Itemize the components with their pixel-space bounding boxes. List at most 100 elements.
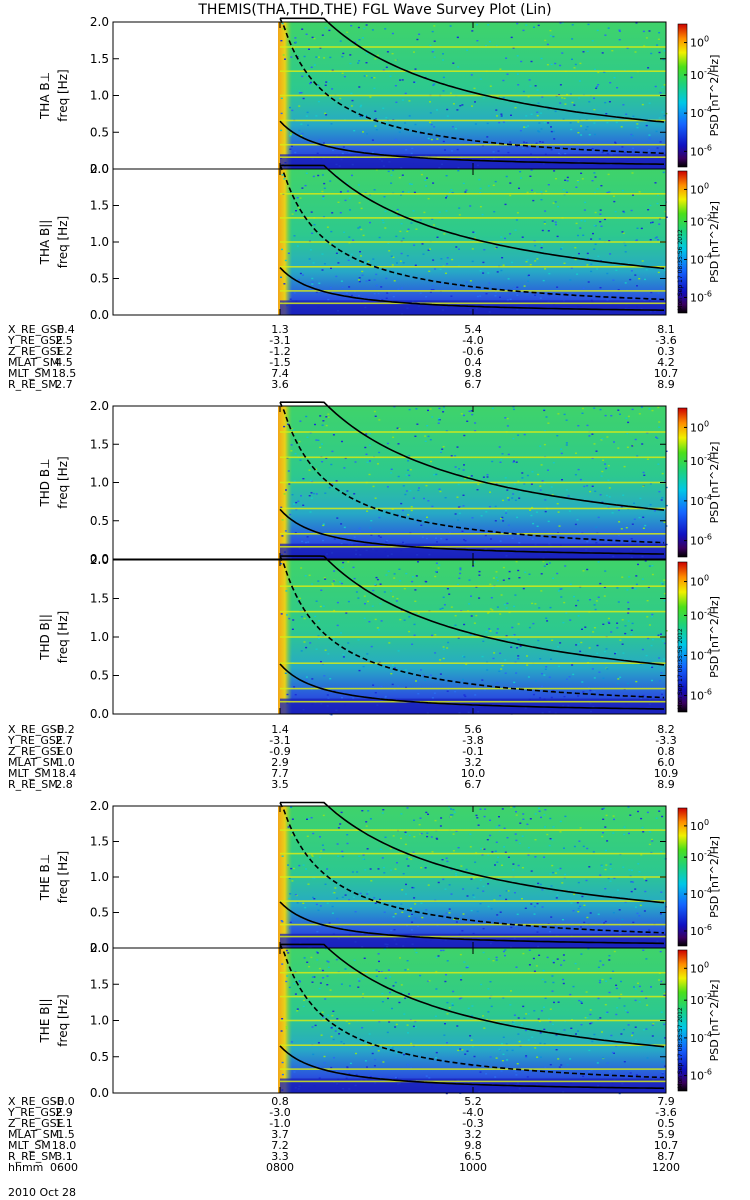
ephemeris-value: 1.3 xyxy=(271,323,289,336)
colorbar-label: PSD [nT^2/Hz] xyxy=(708,201,721,283)
y-tick-label: 0.5 xyxy=(90,669,109,683)
ephemeris-label: X_RE_GSE xyxy=(8,323,64,336)
ephemeris-value: 0.8 xyxy=(657,745,675,758)
dashed-curve xyxy=(279,944,665,1079)
colorbar-label: PSD [nT^2/Hz] xyxy=(708,980,721,1062)
ephemeris-label: MLAT_SM xyxy=(8,1128,59,1141)
solid-curve-low xyxy=(279,508,664,555)
colorbar xyxy=(677,949,688,1092)
ephemeris-value: -0.6 xyxy=(462,345,483,358)
ephemeris-value: -0.2 xyxy=(53,723,74,736)
colorbar-tick-label: 10-6 xyxy=(690,289,712,304)
ephemeris-value: 2.9 xyxy=(55,1106,73,1119)
spectrogram-panel-tha-bperp: 0.0 0.5 1.0 1.5 2.0 THA B⊥ freq [Hz] 100 10-2 10-… xyxy=(38,15,721,176)
colorbar xyxy=(677,407,688,558)
y-tick-label: 1.5 xyxy=(90,835,109,849)
date-label: 2010 Oct 28 xyxy=(8,1186,76,1199)
colorbar-tick-label: 10-4 xyxy=(690,1030,712,1045)
ephemeris-value: -0.9 xyxy=(269,745,290,758)
y-tick-label: 0.5 xyxy=(90,514,109,528)
ephemeris-value: 0600 xyxy=(50,1161,78,1174)
harmonic-line xyxy=(280,119,666,122)
ephemeris-value: 10.0 xyxy=(461,767,486,780)
ephemeris-value: 2.7 xyxy=(55,378,73,391)
colorbar-tick-label: 10-4 xyxy=(690,105,712,120)
ephemeris-value: -1.0 xyxy=(269,1117,290,1130)
ephemeris-label: Y_RE_GSE xyxy=(7,734,63,747)
ephemeris-value: 7.7 xyxy=(271,767,289,780)
ephemeris-label: hhmm xyxy=(8,1161,43,1174)
ephemeris-value: 4.2 xyxy=(657,356,675,369)
colorbar-tick-label: 10-2 xyxy=(690,453,712,468)
ephemeris-value: 2.9 xyxy=(271,756,289,769)
ephemeris-value: 5.2 xyxy=(464,1095,482,1108)
y-axis-unit: freq [Hz] xyxy=(56,611,70,663)
y-tick-label: 2.0 xyxy=(90,553,109,567)
harmonic-line xyxy=(280,829,666,831)
ephemeris-value: 0.5 xyxy=(657,1117,675,1130)
colorbar-tick-label: 10-6 xyxy=(690,1068,712,1083)
harmonic-line xyxy=(280,971,666,974)
ephemeris-value: -1.2 xyxy=(269,345,290,358)
ephemeris-value: 6.5 xyxy=(464,1150,482,1163)
ephemeris-value: 2.5 xyxy=(55,334,73,347)
ephemeris-value: -0.1 xyxy=(462,745,483,758)
y-tick-label: 1.0 xyxy=(90,476,109,490)
ephemeris-value: 8.7 xyxy=(657,1150,675,1163)
solid-curve-low xyxy=(279,1045,665,1090)
ephemeris-label: MLT_SM xyxy=(8,767,51,780)
y-tick-label: 2.0 xyxy=(90,399,109,413)
y-tick-label: 2.0 xyxy=(90,162,109,176)
y-tick-label: 0.0 xyxy=(90,308,109,322)
y-tick-label: 1.0 xyxy=(90,630,109,644)
y-axis-label: THA B|| xyxy=(38,220,52,266)
solid-curve-high xyxy=(280,164,665,270)
ephemeris-value: 1.1 xyxy=(55,1117,73,1130)
y-axis-label: THA B⊥ xyxy=(38,72,52,120)
ephemeris-label: X_RE_GSE xyxy=(8,723,64,736)
ephemeris-value: 3.7 xyxy=(271,1128,289,1141)
y-tick-label: 0.5 xyxy=(90,906,109,920)
ephemeris-value: 8.9 xyxy=(657,378,675,391)
ephemeris-label: Z_RE_GSE xyxy=(8,1117,64,1130)
ephemeris-value: 18.4 xyxy=(52,767,77,780)
ephemeris-value: 1.0 xyxy=(55,745,73,758)
colorbar-label: PSD [nT^2/Hz] xyxy=(708,836,721,918)
dashed-curve xyxy=(279,802,665,934)
ephemeris-value: 8.9 xyxy=(657,778,675,791)
solid-curve-low xyxy=(279,120,664,165)
ephemeris-value: 9.8 xyxy=(464,367,482,380)
ephemeris-value: 7.2 xyxy=(271,1139,289,1152)
colorbar xyxy=(677,807,688,947)
y-tick-label: 2.0 xyxy=(90,941,109,955)
ephemeris-value: -0.3 xyxy=(462,1117,483,1130)
solid-curve-low xyxy=(279,663,665,710)
harmonic-line xyxy=(280,546,666,548)
colorbar-tick-label: 10-2 xyxy=(690,992,712,1007)
y-axis-label: THE B|| xyxy=(38,998,52,1043)
ephemeris-value: 1000 xyxy=(459,1161,487,1174)
ephemeris-value: 3.1 xyxy=(55,1150,73,1163)
ephemeris-value: -0.0 xyxy=(53,1095,74,1108)
harmonic-line xyxy=(280,456,666,459)
ephemeris-label: Z_RE_GSE xyxy=(8,345,64,358)
y-tick-label: 1.0 xyxy=(90,870,109,884)
harmonic-line xyxy=(280,923,666,926)
y-tick-label: 0.5 xyxy=(90,272,109,286)
y-axis-unit: freq [Hz] xyxy=(56,216,70,268)
ephemeris-label: X_RE_GSE xyxy=(8,1095,64,1108)
ephemeris-label: Z_RE_GSE xyxy=(8,745,64,758)
ephemeris-value: 5.6 xyxy=(464,723,482,736)
colorbar-tick-label: 10-6 xyxy=(690,533,712,548)
solid-curve-low xyxy=(279,267,664,311)
harmonic-line xyxy=(280,290,666,292)
harmonic-line xyxy=(280,610,666,613)
ephemeris-value: 10.7 xyxy=(654,367,679,380)
colorbar-tick-label: 10-2 xyxy=(690,849,712,864)
y-axis-unit: freq [Hz] xyxy=(56,851,70,903)
dashed-curve xyxy=(279,555,665,699)
colorbar-tick-label: 10-2 xyxy=(690,214,712,229)
ephemeris-value: 10.7 xyxy=(654,1139,679,1152)
harmonic-line xyxy=(280,1019,666,1022)
